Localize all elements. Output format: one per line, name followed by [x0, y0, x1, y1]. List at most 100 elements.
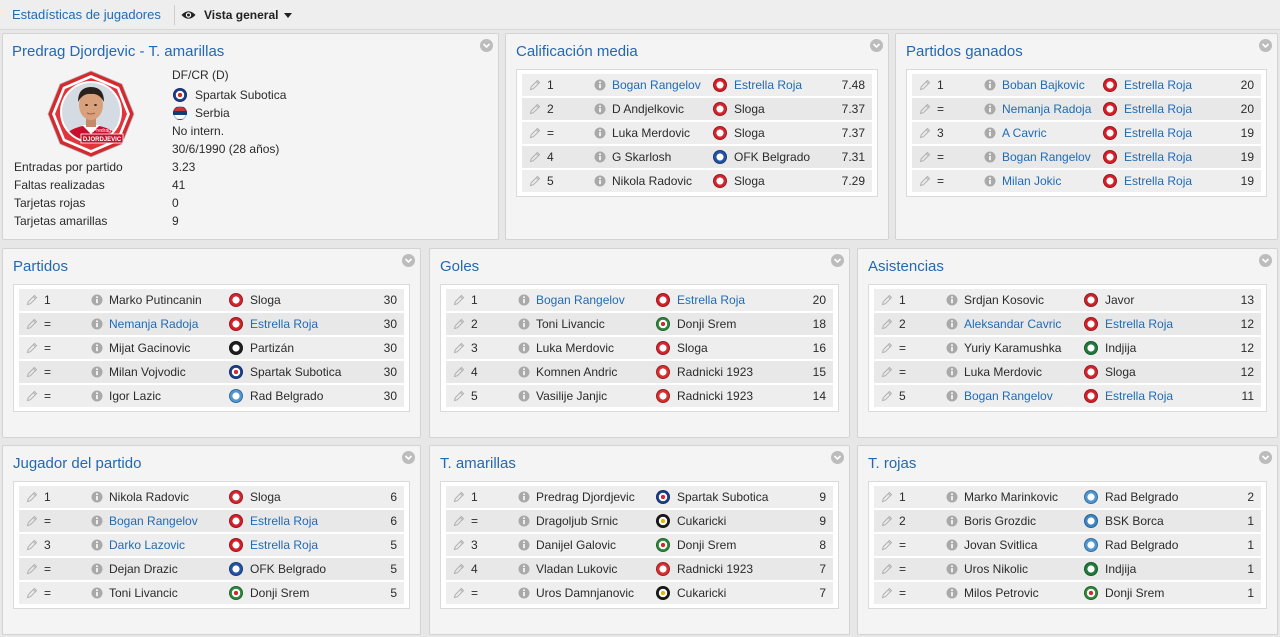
pencil-icon[interactable]	[453, 563, 465, 575]
pencil-icon[interactable]	[881, 563, 893, 575]
chevron-down-icon[interactable]	[1259, 254, 1272, 267]
club-name-link[interactable]: Sloga	[734, 126, 765, 140]
club-name-link[interactable]: Sloga	[734, 102, 765, 116]
info-icon[interactable]	[518, 318, 530, 330]
pencil-icon[interactable]	[26, 342, 38, 354]
pencil-icon[interactable]	[881, 294, 893, 306]
info-icon[interactable]	[946, 318, 958, 330]
info-icon[interactable]	[518, 342, 530, 354]
club-name-link[interactable]: Estrella Roja	[1124, 102, 1193, 116]
chevron-down-icon[interactable]	[402, 254, 415, 267]
info-icon[interactable]	[946, 294, 958, 306]
breadcrumb-player-stats[interactable]: Estadísticas de jugadores	[12, 7, 161, 22]
player-name-link[interactable]: Bogan Rangelov	[964, 389, 1053, 403]
info-icon[interactable]	[91, 390, 103, 402]
info-icon[interactable]	[946, 366, 958, 378]
player-name-link[interactable]: Jovan Svitlica	[964, 538, 1038, 552]
pencil-icon[interactable]	[26, 539, 38, 551]
club-name-link[interactable]: OFK Belgrado	[734, 150, 811, 164]
pencil-icon[interactable]	[26, 563, 38, 575]
club-name-link[interactable]: Cukaricki	[677, 514, 727, 528]
pencil-icon[interactable]	[453, 539, 465, 551]
club-name-link[interactable]: Rad Belgrado	[1105, 490, 1179, 504]
player-name-link[interactable]: Aleksandar Cavric	[964, 317, 1062, 331]
player-name-link[interactable]: Milan Jokic	[1002, 174, 1062, 188]
info-icon[interactable]	[594, 103, 606, 115]
player-name-link[interactable]: Srdjan Kosovic	[964, 293, 1045, 307]
info-icon[interactable]	[946, 515, 958, 527]
info-icon[interactable]	[518, 515, 530, 527]
club-name-link[interactable]: Partizán	[250, 341, 295, 355]
info-icon[interactable]	[984, 151, 996, 163]
player-name-link[interactable]: G Skarlosh	[612, 150, 672, 164]
info-icon[interactable]	[946, 539, 958, 551]
club-name-link[interactable]: Indjija	[1105, 562, 1137, 576]
player-name-link[interactable]: Dejan Drazic	[109, 562, 178, 576]
player-name-link[interactable]: Danijel Galovic	[536, 538, 617, 552]
pencil-icon[interactable]	[453, 515, 465, 527]
player-name-link[interactable]: Yuriy Karamushka	[964, 341, 1062, 355]
player-name-link[interactable]: Toni Livancic	[536, 317, 605, 331]
club-name-link[interactable]: Estrella Roja	[1105, 317, 1174, 331]
player-name-link[interactable]: Toni Livancic	[109, 586, 178, 600]
chevron-down-icon[interactable]	[870, 39, 883, 52]
player-name-link[interactable]: Nikola Radovic	[612, 174, 693, 188]
pencil-icon[interactable]	[881, 515, 893, 527]
player-name-link[interactable]: Vasilije Janjic	[536, 389, 608, 403]
pencil-icon[interactable]	[529, 175, 541, 187]
info-icon[interactable]	[518, 294, 530, 306]
info-icon[interactable]	[91, 491, 103, 503]
club-name-link[interactable]: Donji Srem	[677, 538, 737, 552]
club-name-link[interactable]: Estrella Roja	[1124, 78, 1193, 92]
info-icon[interactable]	[984, 103, 996, 115]
pencil-icon[interactable]	[881, 539, 893, 551]
club-name-link[interactable]: Estrella Roja	[677, 293, 746, 307]
pencil-icon[interactable]	[881, 491, 893, 503]
club-name-link[interactable]: Indjija	[1105, 341, 1137, 355]
pencil-icon[interactable]	[919, 79, 931, 91]
club-name-link[interactable]: Rad Belgrado	[1105, 538, 1179, 552]
pencil-icon[interactable]	[453, 294, 465, 306]
player-name-link[interactable]: Bogan Rangelov	[1002, 150, 1091, 164]
info-icon[interactable]	[91, 318, 103, 330]
pencil-icon[interactable]	[881, 390, 893, 402]
club-name-link[interactable]: Estrella Roja	[1124, 126, 1193, 140]
info-icon[interactable]	[91, 587, 103, 599]
club-name-link[interactable]: Cukaricki	[677, 586, 727, 600]
info-icon[interactable]	[984, 127, 996, 139]
player-name-link[interactable]: Milos Petrovic	[964, 586, 1039, 600]
player-name-link[interactable]: Nemanja Radoja	[109, 317, 199, 331]
pencil-icon[interactable]	[453, 366, 465, 378]
info-icon[interactable]	[594, 151, 606, 163]
pencil-icon[interactable]	[26, 366, 38, 378]
pencil-icon[interactable]	[529, 103, 541, 115]
player-name-link[interactable]: Nemanja Radoja	[1002, 102, 1092, 116]
club-name-link[interactable]: Donji Srem	[250, 586, 310, 600]
info-icon[interactable]	[518, 563, 530, 575]
pencil-icon[interactable]	[529, 127, 541, 139]
info-icon[interactable]	[984, 79, 996, 91]
player-name-link[interactable]: Mijat Gacinovic	[109, 341, 191, 355]
info-icon[interactable]	[91, 515, 103, 527]
info-icon[interactable]	[946, 563, 958, 575]
pencil-icon[interactable]	[881, 366, 893, 378]
club-name-link[interactable]: Estrella Roja	[250, 317, 319, 331]
pencil-icon[interactable]	[453, 587, 465, 599]
player-name-link[interactable]: Boris Grozdic	[964, 514, 1037, 528]
view-selector[interactable]: Vista general	[204, 8, 279, 22]
info-icon[interactable]	[594, 175, 606, 187]
pencil-icon[interactable]	[453, 342, 465, 354]
player-name-link[interactable]: Predrag Djordjevic	[536, 490, 635, 504]
pencil-icon[interactable]	[26, 587, 38, 599]
player-name-link[interactable]: A Cavric	[1002, 126, 1047, 140]
club-name-link[interactable]: Sloga	[677, 341, 708, 355]
club-name-link[interactable]: Rad Belgrado	[250, 389, 324, 403]
pencil-icon[interactable]	[919, 103, 931, 115]
player-name-link[interactable]: Marko Marinkovic	[964, 490, 1059, 504]
player-name-link[interactable]: Darko Lazovic	[109, 538, 186, 552]
player-name-link[interactable]: Luka Merdovic	[612, 126, 691, 140]
player-name-link[interactable]: Nikola Radovic	[109, 490, 190, 504]
player-name-link[interactable]: Vladan Lukovic	[536, 562, 618, 576]
club-name-link[interactable]: Sloga	[250, 293, 281, 307]
club-name-link[interactable]: Radnicki 1923	[677, 562, 754, 576]
